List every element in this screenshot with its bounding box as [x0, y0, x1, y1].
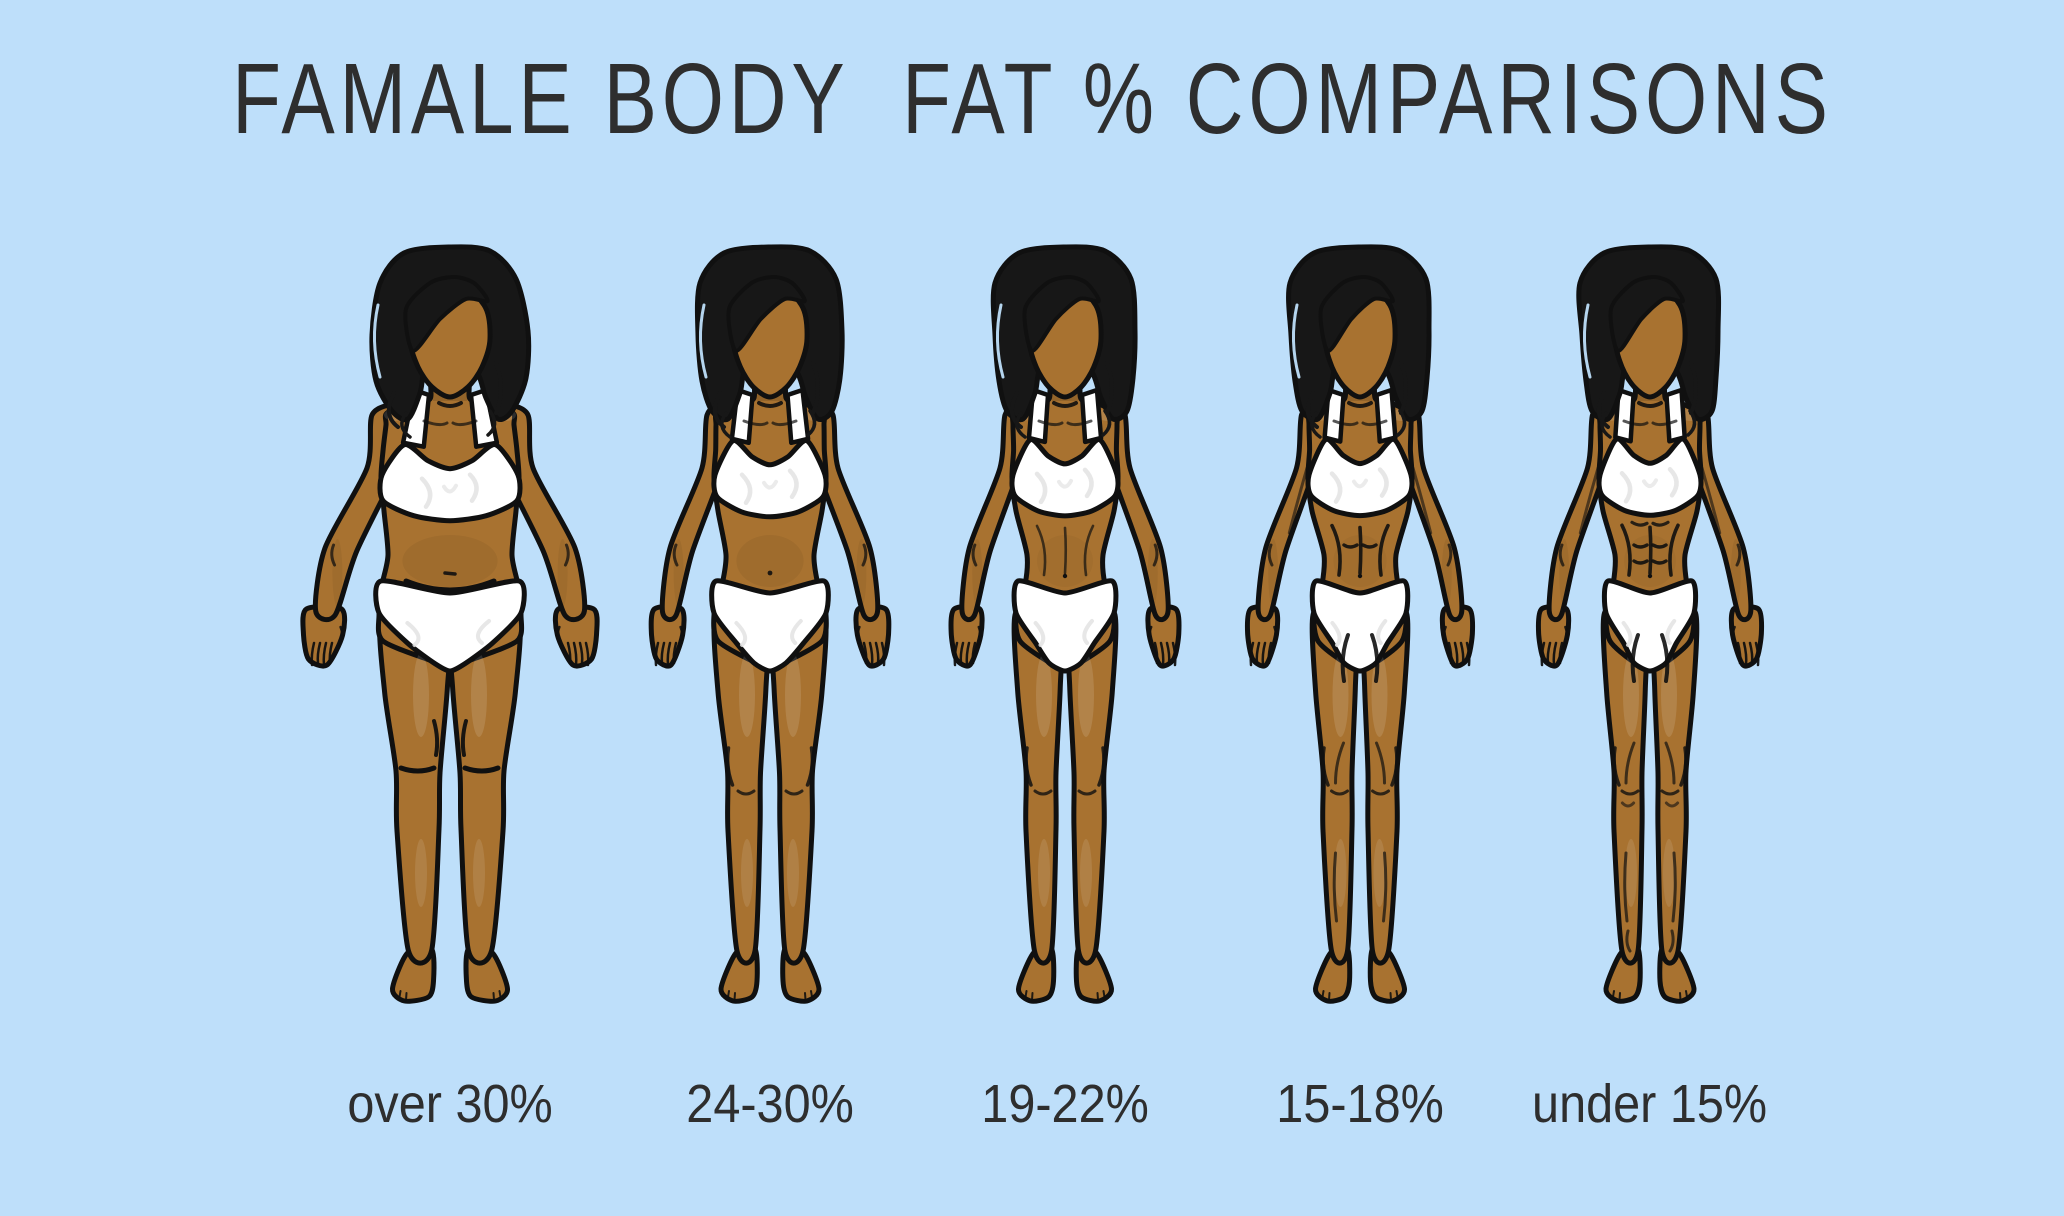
figure-label-under-15: under 15% [1532, 1074, 1768, 1134]
figure-15-18: 15-18% [1200, 243, 1520, 1135]
female-figure-illustration-over-30 [300, 243, 600, 1023]
figure-label-over-30: over 30% [347, 1074, 553, 1134]
figure-label-15-18: 15-18% [1276, 1074, 1444, 1134]
female-figure-illustration-19-22 [915, 243, 1215, 1023]
page-title: FAMALE BODY FAT % COMPARISONS [0, 42, 2064, 157]
figure-19-22: 19-22% [905, 243, 1225, 1135]
figure-over-30: over 30% [290, 243, 610, 1135]
female-figure-illustration-24-30 [620, 243, 920, 1023]
figure-label-19-22: 19-22% [981, 1074, 1149, 1134]
figure-label-24-30: 24-30% [686, 1074, 854, 1134]
female-figure-illustration-under-15 [1500, 243, 1800, 1023]
female-figure-illustration-15-18 [1210, 243, 1510, 1023]
page-title-text: FAMALE BODY FAT % COMPARISONS [231, 43, 1833, 155]
figure-24-30: 24-30% [610, 243, 930, 1135]
figure-under-15: under 15% [1490, 243, 1810, 1135]
